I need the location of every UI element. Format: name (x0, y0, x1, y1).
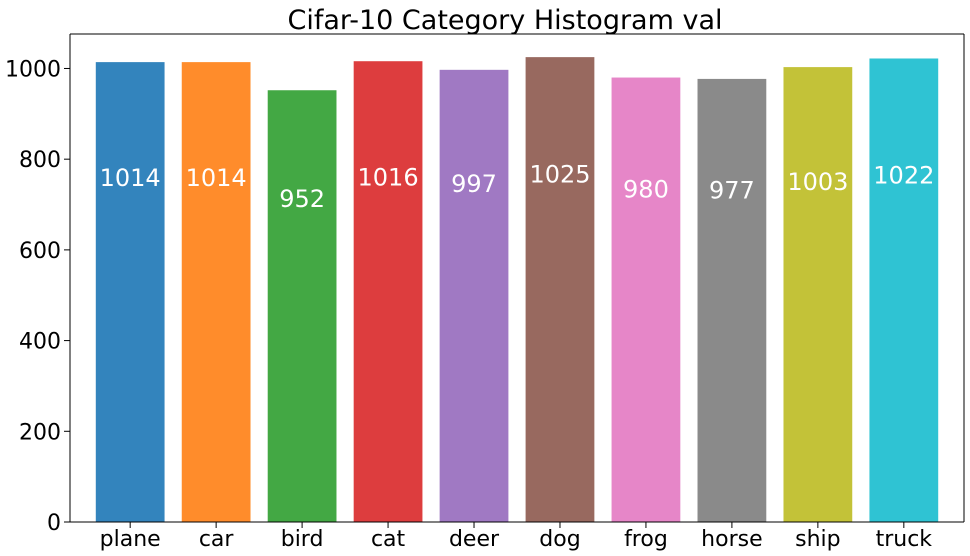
x-tick-label-horse: horse (701, 527, 762, 552)
y-tick-label-0: 0 (47, 511, 61, 536)
y-tick-label-400: 400 (19, 330, 61, 355)
x-tick-label-deer: deer (449, 527, 500, 552)
y-tick-label-600: 600 (19, 239, 61, 264)
x-tick-label-truck: truck (876, 527, 933, 552)
data-label-bird: 952 (279, 185, 325, 213)
bar-ship (783, 67, 853, 523)
x-tick-label-bird: bird (281, 527, 324, 552)
bar-deer (439, 69, 509, 523)
data-label-ship: 1003 (787, 168, 848, 196)
data-label-horse: 977 (709, 177, 755, 205)
x-tick-label-cat: cat (371, 527, 406, 552)
chart-title: Cifar-10 Category Histogram val (287, 5, 722, 36)
x-tick-label-plane: plane (100, 527, 161, 552)
data-label-frog: 980 (623, 176, 669, 204)
bar-truck (869, 58, 939, 522)
x-tick-label-frog: frog (624, 527, 668, 552)
y-tick-label-1000: 1000 (5, 57, 61, 82)
bar-car (181, 62, 251, 522)
bar-horse (697, 78, 767, 522)
plot-area: 1014 1014 952 1016 997 1025 980 977 1003 1022 0 200… (5, 33, 965, 552)
data-label-car: 1014 (186, 164, 247, 192)
bar-dog (525, 57, 595, 522)
bar-bird (267, 90, 337, 522)
data-label-cat: 1016 (358, 163, 419, 191)
y-tick-label-200: 200 (19, 420, 61, 445)
x-tick-label-car: car (199, 527, 235, 552)
x-tick-label-ship: ship (795, 527, 840, 552)
bar-cat (353, 61, 423, 523)
x-tick-label-dog: dog (539, 527, 580, 552)
y-tick-label-800: 800 (19, 148, 61, 173)
data-label-deer: 997 (451, 170, 497, 198)
data-label-plane: 1014 (100, 164, 161, 192)
data-label-dog: 1025 (529, 160, 590, 188)
data-label-truck: 1022 (873, 161, 934, 189)
bar-plane (95, 62, 165, 522)
bar-frog (611, 77, 681, 522)
